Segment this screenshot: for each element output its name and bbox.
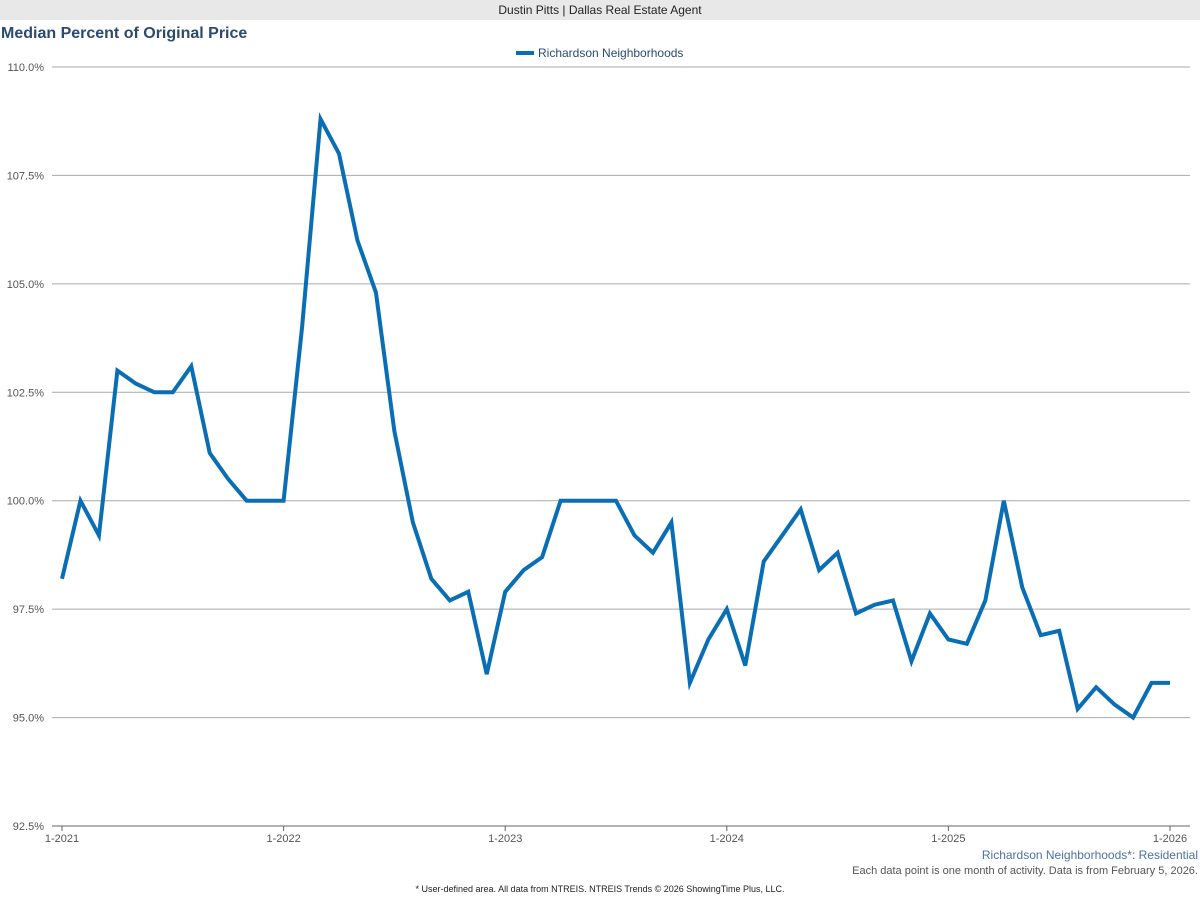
x-tick-label: 1-2023 xyxy=(488,833,522,845)
y-tick-label: 97.5% xyxy=(13,604,44,616)
x-tick-label: 1-2024 xyxy=(710,833,744,845)
chart-title: Median Percent of Original Price xyxy=(1,25,248,42)
y-tick-label: 100.0% xyxy=(7,496,45,508)
x-tick-label: 1-2025 xyxy=(931,833,965,845)
y-tick-label: 92.5% xyxy=(13,821,44,833)
data-note: Each data point is one month of activity… xyxy=(852,865,1198,877)
x-tick-label: 1-2026 xyxy=(1153,833,1187,845)
y-tick-label: 102.5% xyxy=(7,387,45,399)
area-label: Richardson Neighborhoods*: Residential xyxy=(981,848,1198,862)
y-tick-label: 107.5% xyxy=(7,170,45,182)
y-tick-label: 105.0% xyxy=(7,279,45,291)
header-bar: Dustin Pitts | Dallas Real Estate Agent xyxy=(0,0,1200,20)
x-tick-label: 1-2022 xyxy=(266,833,300,845)
series-line xyxy=(60,112,1170,721)
y-tick-label: 110.0% xyxy=(8,62,45,74)
legend-label: Richardson Neighborhoods xyxy=(538,46,683,60)
y-tick-label: 95.0% xyxy=(13,713,44,725)
x-tick-label: 1-2021 xyxy=(45,833,79,845)
credit-note: * User-defined area. All data from NTREI… xyxy=(415,884,785,894)
